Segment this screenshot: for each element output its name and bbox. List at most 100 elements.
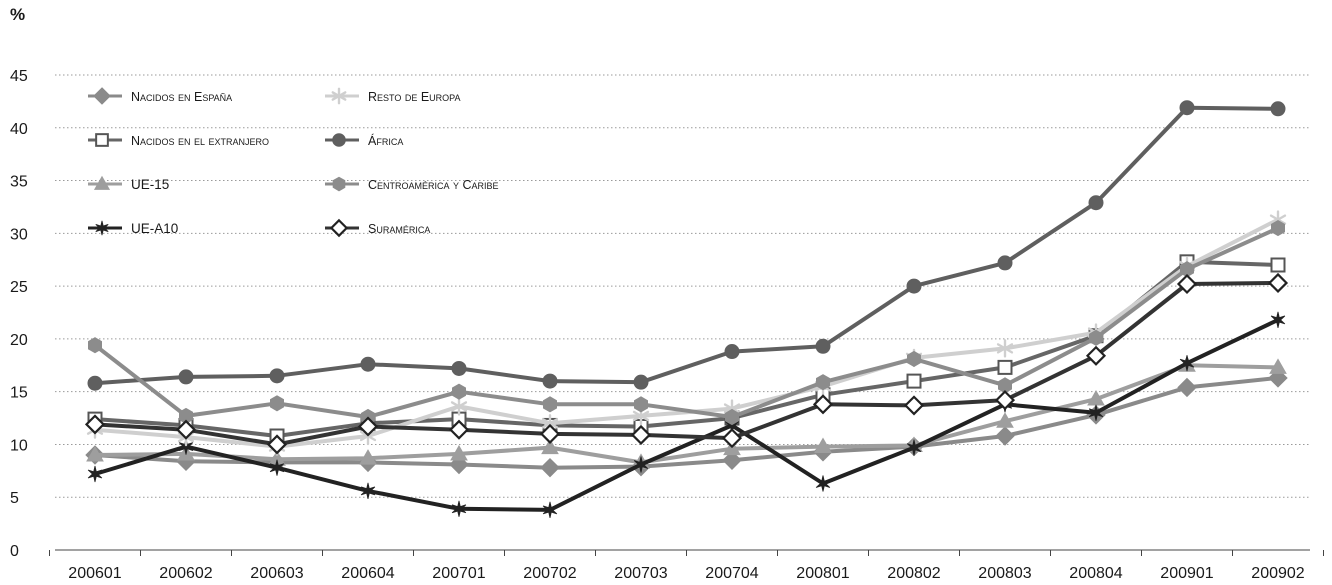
legend-item-centroamerica-y-caribe: Centroamérica y Caribe: [325, 176, 499, 192]
data-point-africa: [451, 360, 467, 376]
data-point-ue-a10: [451, 500, 467, 517]
data-point-ue-a10: [360, 482, 376, 499]
y-axis: % 0 5 10 15 20 25 30 35 40 45: [10, 5, 28, 560]
data-point-ue-a10: [87, 465, 103, 483]
data-point-resto-de-europa: [632, 410, 650, 422]
data-point-suramerica: [994, 390, 1016, 411]
data-point-ue-a10: [906, 439, 922, 456]
data-point-ue-a10: [1179, 355, 1195, 372]
series-line-nacidos-en-el-extranjero: [93, 259, 1280, 438]
data-point-centroamerica-y-caribe: [634, 396, 648, 413]
data-point-resto-de-europa: [541, 418, 559, 429]
x-axis: 200601 200602 200603 200604 200701 200702 2007…: [49, 550, 1324, 582]
data-point-africa: [997, 255, 1013, 271]
x-tick-label: 200604: [341, 565, 394, 582]
data-point-suramerica: [1085, 345, 1107, 366]
data-point-centroamerica-y-caribe: [1089, 329, 1103, 346]
legend-marker-nacidos-en-espana: [93, 87, 111, 105]
data-point-nacidos-en-el-extranjero: [997, 359, 1013, 375]
data-point-centroamerica-y-caribe: [816, 374, 830, 391]
y-tick-label: 5: [10, 490, 19, 507]
data-point-africa: [1179, 100, 1195, 116]
series-ue-a10: [87, 311, 1286, 518]
data-point-ue-15: [359, 449, 377, 465]
data-point-nacidos-en-el-extranjero: [906, 373, 922, 389]
x-tick-label: 200801: [796, 565, 849, 582]
series-line-africa: [93, 105, 1280, 386]
x-tick-label: 200701: [432, 565, 485, 582]
legend-marker-centroamerica-y-caribe: [332, 176, 346, 192]
legend-marker-suramerica: [329, 218, 349, 238]
x-tick-label: 200803: [978, 565, 1031, 582]
y-tick-label: 20: [10, 332, 28, 349]
legend-label: Suramérica: [368, 222, 430, 236]
y-tick-label: 0: [10, 543, 19, 560]
y-tick-label: 35: [10, 174, 28, 191]
legend-item-ue-a10: UE-A10: [88, 220, 178, 236]
legend-label: Nacidos en España: [131, 90, 232, 104]
series-africa: [87, 100, 1286, 391]
legend-marker-resto-de-europa: [331, 91, 347, 101]
series-line-nacidos-en-espana: [93, 375, 1280, 470]
y-tick-label: 45: [10, 68, 28, 85]
data-point-centroamerica-y-caribe: [543, 396, 557, 413]
legend-marker-africa: [332, 133, 346, 147]
legend-marker-nacidos-en-el-extranjero: [95, 133, 109, 147]
data-point-ue-a10: [1088, 404, 1104, 421]
legend-item-nacidos-en-espana: Nacidos en España: [88, 87, 232, 105]
data-point-ue-15: [541, 438, 559, 455]
data-point-suramerica: [266, 434, 288, 455]
data-point-suramerica: [539, 423, 561, 444]
data-point-centroamerica-y-caribe: [725, 408, 739, 426]
data-point-africa: [633, 374, 649, 390]
data-point-resto-de-europa: [723, 403, 741, 414]
data-point-centroamerica-y-caribe: [907, 350, 921, 367]
data-point-centroamerica-y-caribe: [270, 395, 284, 412]
data-point-resto-de-europa: [996, 343, 1014, 354]
series-line-ue-a10: [93, 317, 1280, 512]
data-point-ue-a10: [815, 475, 831, 492]
data-point-ue-15: [996, 412, 1014, 428]
data-point-africa: [724, 344, 740, 360]
data-point-centroamerica-y-caribe: [452, 383, 466, 400]
data-point-resto-de-europa: [450, 401, 468, 412]
x-tick-label: 200703: [614, 565, 667, 582]
data-point-ue-15: [450, 444, 468, 461]
legend-item-africa: África: [325, 133, 403, 148]
x-tick-label: 200902: [1251, 565, 1304, 582]
y-tick-label: 30: [10, 226, 28, 243]
legend-item-nacidos-en-el-extranjero: Nacidos en el extranjero: [88, 133, 269, 148]
series-line-centroamerica-y-caribe: [93, 226, 1280, 419]
series-line-ue-15: [93, 363, 1280, 465]
y-axis-unit-label: %: [10, 5, 25, 24]
y-tick-label: 40: [10, 121, 28, 138]
legend-label: UE-15: [131, 177, 169, 192]
legend: Nacidos en España Resto de Europa Nacidos …: [88, 87, 499, 238]
data-point-suramerica: [812, 394, 834, 415]
data-point-africa: [1088, 195, 1104, 211]
data-point-suramerica: [903, 395, 925, 416]
y-tick-label: 10: [10, 437, 28, 454]
legend-item-suramerica: Suramérica: [325, 218, 430, 238]
data-point-suramerica: [630, 424, 652, 446]
data-point-africa: [542, 373, 558, 389]
data-point-suramerica: [1176, 273, 1198, 295]
x-tick-label: 200802: [887, 565, 940, 582]
data-point-ue-15: [86, 445, 104, 462]
data-point-ue-a10: [178, 438, 194, 455]
x-tick-label: 200804: [1069, 565, 1122, 582]
data-point-ue-15: [1269, 358, 1287, 374]
data-point-africa: [178, 369, 194, 385]
data-point-ue-a10: [269, 459, 285, 476]
data-point-suramerica: [84, 414, 106, 435]
legend-label: África: [368, 133, 403, 148]
legend-label: Resto de Europa: [368, 90, 461, 104]
data-point-nacidos-en-espana: [540, 457, 560, 478]
legend-marker-ue-15: [93, 175, 111, 190]
data-point-nacidos-en-espana: [995, 426, 1015, 446]
legend-item-resto-de-europa: Resto de Europa: [325, 87, 461, 105]
series-suramerica: [84, 272, 1289, 455]
data-point-africa: [269, 368, 285, 384]
data-point-suramerica: [357, 416, 379, 437]
